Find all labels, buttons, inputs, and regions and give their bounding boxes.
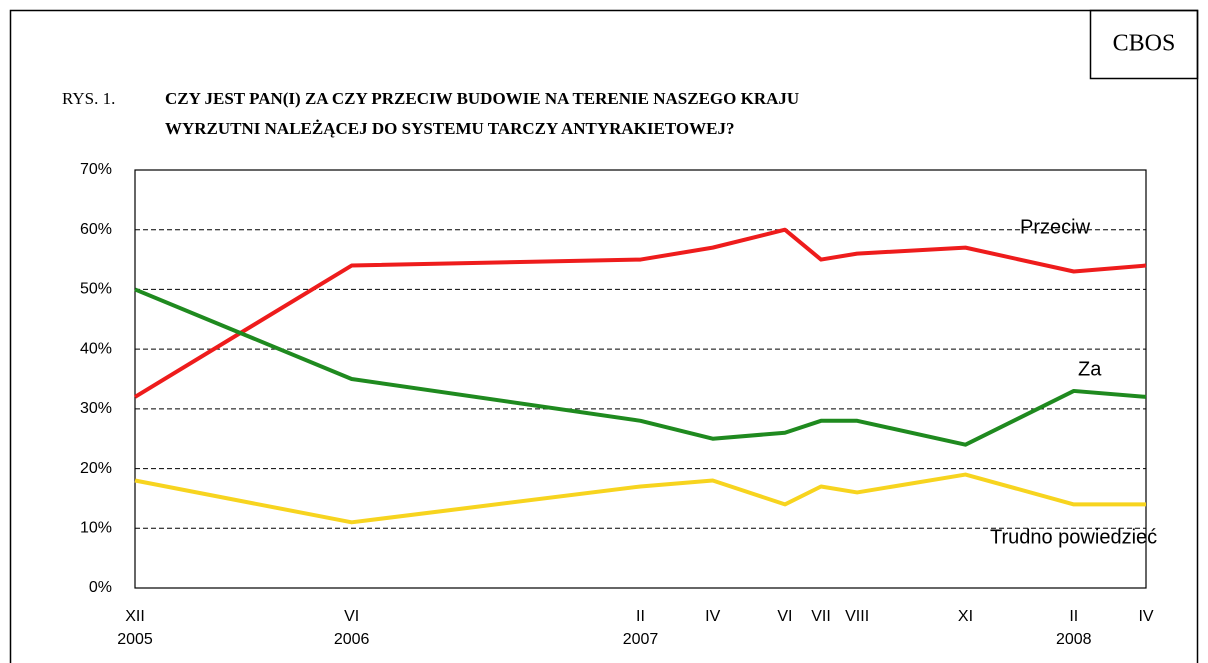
y-tick-label: 60% <box>80 221 112 238</box>
source-box <box>1089 9 1199 80</box>
series-label: Za <box>1078 358 1102 380</box>
x-tick-label: IV <box>1138 608 1153 625</box>
series-label: Przeciw <box>1020 216 1091 238</box>
chart-title: WYRZUTNI NALEŻĄCEJ DO SYSTEMU TARCZY ANT… <box>165 119 734 138</box>
series-line <box>133 227 1147 399</box>
x-year-label: 2006 <box>334 631 370 648</box>
y-tick-label: 30% <box>80 400 112 417</box>
x-year-label: 2008 <box>1056 631 1092 648</box>
series-line <box>134 287 1147 447</box>
source: CBOS <box>1113 31 1176 57</box>
y-tick-label: 20% <box>80 460 112 477</box>
y-tick-label: 0% <box>89 579 112 596</box>
x-tick-label: VII <box>811 608 831 625</box>
x-tick-label: XII <box>125 608 145 625</box>
plot-frame <box>134 169 1147 589</box>
series-line <box>134 472 1146 525</box>
x-tick-label: VIII <box>845 608 869 625</box>
figure-label: RYS. 1. <box>62 89 115 108</box>
y-tick-label: 40% <box>80 340 112 357</box>
x-tick-label: II <box>1069 608 1078 625</box>
x-tick-label: VI <box>344 608 359 625</box>
x-tick-label: XI <box>958 608 973 625</box>
series-label: Trudno powiedzieć <box>990 526 1157 548</box>
y-tick-label: 70% <box>80 161 112 178</box>
x-year-label: 2007 <box>623 631 659 648</box>
chart-title: CZY JEST PAN(I) ZA CZY PRZECIW BUDOWIE N… <box>165 89 799 108</box>
y-tick-label: 10% <box>80 520 112 537</box>
x-tick-label: VI <box>777 608 792 625</box>
page-frame <box>9 9 1199 663</box>
x-tick-label: IV <box>705 608 720 625</box>
x-tick-label: II <box>636 608 645 625</box>
y-tick-label: 50% <box>80 281 112 298</box>
x-year-label: 2005 <box>117 631 153 648</box>
